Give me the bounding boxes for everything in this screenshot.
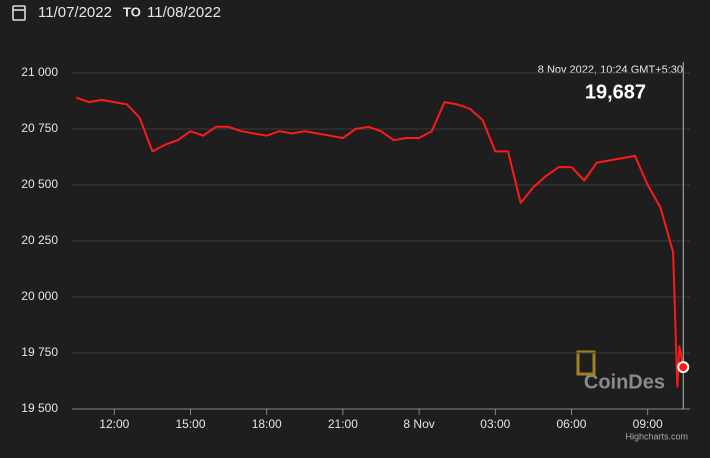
tooltip-header: 8 Nov 2022, 10:24 GMT+5:30 — [538, 64, 683, 76]
x-tick-label: 03:00 — [480, 417, 510, 431]
x-tick-label: 12:00 — [99, 417, 129, 431]
watermark: CoinDes — [584, 371, 665, 393]
date-separator: TO — [123, 4, 141, 19]
date-to[interactable]: 11/08/2022 — [147, 4, 221, 21]
y-tick-label: 19 500 — [21, 401, 58, 415]
calendar-icon[interactable] — [12, 5, 26, 21]
x-tick-label: 09:00 — [633, 417, 663, 431]
watermark-logo — [576, 350, 596, 376]
credits[interactable]: Highcharts.com — [625, 431, 688, 441]
x-tick-label: 8 Nov — [403, 417, 434, 431]
date-from[interactable]: 11/07/2022 — [38, 4, 112, 21]
y-tick-label: 20 000 — [21, 289, 58, 303]
hover-point — [677, 361, 690, 374]
y-tick-label: 20 250 — [21, 233, 58, 247]
tooltip-value: 19,687 — [585, 81, 646, 103]
y-tick-label: 19 750 — [21, 345, 58, 359]
y-tick-label: 21 000 — [21, 65, 58, 79]
y-tick-label: 20 750 — [21, 121, 58, 135]
y-tick-label: 20 500 — [21, 177, 58, 191]
x-tick-label: 06:00 — [556, 417, 586, 431]
x-tick-label: 21:00 — [328, 417, 358, 431]
price-line — [75, 96, 685, 388]
x-tick-label: 18:00 — [252, 417, 282, 431]
x-tick-label: 15:00 — [176, 417, 206, 431]
